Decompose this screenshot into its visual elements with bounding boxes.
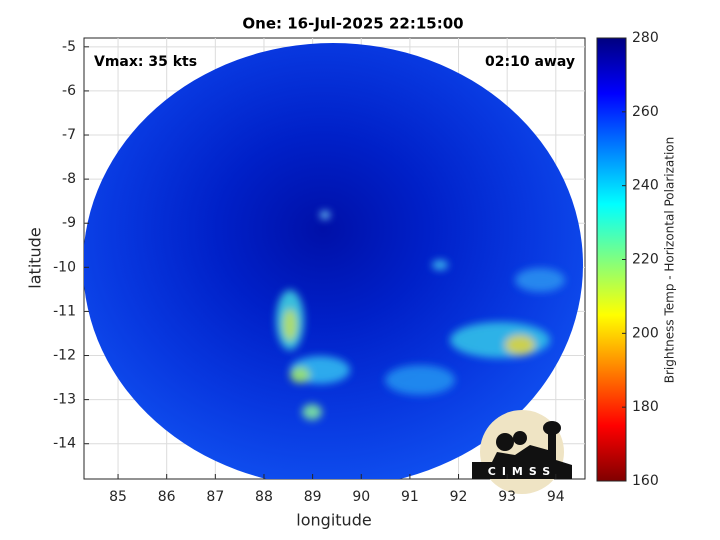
colorbar (596, 37, 627, 482)
y-tick-label: -7 (62, 127, 76, 143)
logo-text: CIMSS (488, 465, 556, 478)
colorbar-tick-label: 260 (632, 104, 659, 120)
x-tick-label: 94 (547, 489, 565, 505)
y-tick-label: -5 (62, 39, 76, 55)
colorbar-tick-label: 200 (632, 325, 659, 341)
colorbar-tick-label: 160 (632, 473, 659, 489)
y-tick-label: -9 (62, 215, 76, 231)
y-axis-label: latitude (26, 227, 45, 288)
y-tick-label: -8 (62, 171, 76, 187)
colorbar-tick-label: 220 (632, 252, 659, 268)
colorbar-tick-label: 240 (632, 178, 659, 194)
x-tick-label: 86 (158, 489, 176, 505)
y-tick-label: -12 (53, 348, 76, 364)
annotation: 02:10 away (485, 54, 575, 70)
x-tick-label: 89 (304, 489, 322, 505)
y-tick-label: -13 (53, 392, 76, 408)
y-tick-label: -6 (62, 83, 76, 99)
colorbar-label: Brightness Temp - Horizontal Polarizatio… (663, 137, 677, 384)
x-tick-label: 91 (401, 489, 419, 505)
chart-title: One: 16-Jul-2025 22:15:00 (242, 15, 463, 33)
x-tick-label: 88 (255, 489, 273, 505)
x-tick-label: 90 (352, 489, 370, 505)
x-tick-label: 87 (206, 489, 224, 505)
colorbar-tick-label: 180 (632, 399, 659, 415)
annotation: Vmax: 35 kts (94, 54, 197, 70)
x-axis-label: longitude (296, 511, 371, 530)
x-tick-label: 92 (450, 489, 468, 505)
y-tick-label: -14 (53, 436, 76, 452)
colorbar-tick-label: 280 (632, 30, 659, 46)
logo: CIMSS (472, 410, 572, 494)
x-tick-label: 85 (109, 489, 127, 505)
x-tick-label: 93 (498, 489, 516, 505)
imagery (84, 43, 583, 479)
y-tick-label: -11 (53, 303, 76, 319)
y-tick-label: -10 (53, 259, 76, 275)
